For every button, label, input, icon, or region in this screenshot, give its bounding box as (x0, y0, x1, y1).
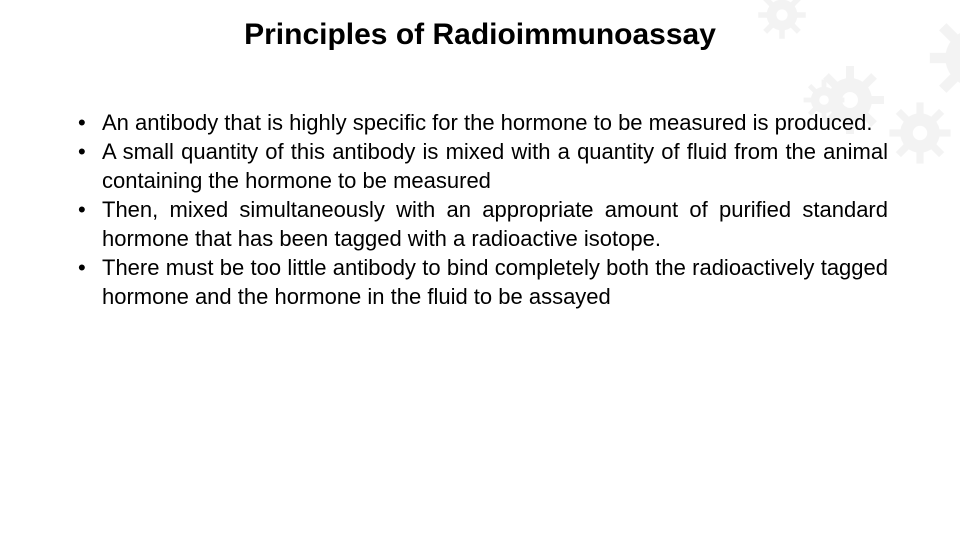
slide-title: Principles of Radioimmunoassay (0, 18, 960, 52)
bullet-item: A small quantity of this antibody is mix… (78, 137, 888, 195)
slide-body: An antibody that is highly specific for … (78, 108, 888, 311)
bullet-item: An antibody that is highly specific for … (78, 108, 888, 137)
bullet-item: There must be too little antibody to bin… (78, 253, 888, 311)
bullet-list: An antibody that is highly specific for … (78, 108, 888, 311)
bullet-item: Then, mixed simultaneously with an appro… (78, 195, 888, 253)
slide: Principles of Radioimmunoassay An antibo… (0, 0, 960, 540)
